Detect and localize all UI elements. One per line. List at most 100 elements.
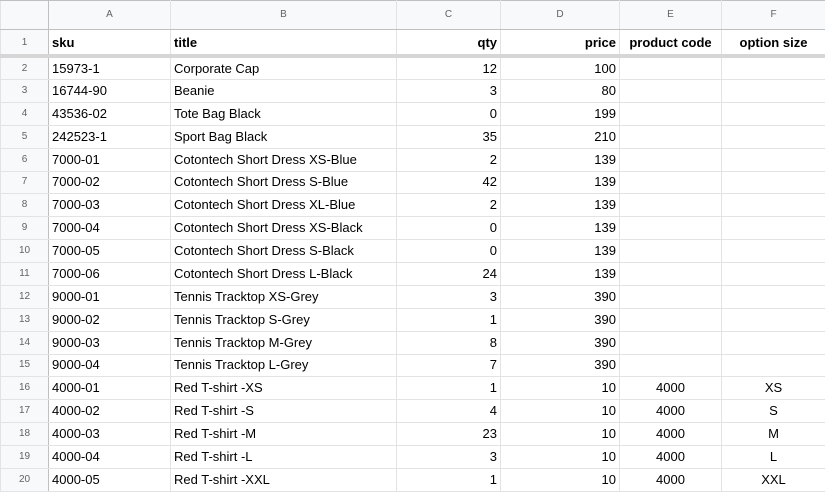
- cell-title[interactable]: Tennis Tracktop L-Grey: [170, 353, 397, 378]
- cell-qty[interactable]: 2: [396, 147, 501, 172]
- row-header[interactable]: 10: [0, 239, 49, 264]
- cell-qty[interactable]: 0: [396, 216, 501, 241]
- cell-option-size[interactable]: [721, 353, 825, 378]
- column-header-e[interactable]: E: [619, 0, 722, 31]
- cell-title[interactable]: Cotontech Short Dress XL-Blue: [170, 193, 397, 218]
- cell-option-size[interactable]: [721, 101, 825, 126]
- cell-sku[interactable]: 16744-90: [48, 79, 171, 103]
- cell-sku[interactable]: 43536-02: [48, 101, 171, 126]
- cell-price[interactable]: 139: [500, 170, 620, 195]
- cell-price[interactable]: 100: [500, 55, 620, 81]
- cell-qty[interactable]: 0: [396, 239, 501, 264]
- cell-header-product-code[interactable]: product code: [619, 29, 722, 59]
- cell-product-code[interactable]: [619, 353, 722, 378]
- cell-price[interactable]: 10: [500, 445, 620, 469]
- cell-product-code[interactable]: 4000: [619, 376, 722, 401]
- cell-title[interactable]: Red T-shirt -XXL: [170, 467, 397, 492]
- cell-qty[interactable]: 1: [396, 467, 501, 492]
- cell-option-size[interactable]: [721, 239, 825, 264]
- cell-title[interactable]: Tennis Tracktop XS-Grey: [170, 284, 397, 309]
- cell-product-code[interactable]: [619, 307, 722, 332]
- cell-qty[interactable]: 7: [396, 353, 501, 378]
- cell-product-code[interactable]: 4000: [619, 445, 722, 469]
- row-header[interactable]: 2: [0, 55, 49, 81]
- row-header[interactable]: 3: [0, 79, 49, 103]
- cell-sku[interactable]: 4000-04: [48, 445, 171, 469]
- cell-sku[interactable]: 4000-02: [48, 399, 171, 424]
- cell-sku[interactable]: 4000-05: [48, 467, 171, 492]
- cell-option-size[interactable]: [721, 147, 825, 172]
- cell-qty[interactable]: 12: [396, 55, 501, 81]
- cell-product-code[interactable]: [619, 124, 722, 149]
- cell-option-size[interactable]: [721, 307, 825, 332]
- cell-qty[interactable]: 4: [396, 399, 501, 424]
- row-header[interactable]: 7: [0, 170, 49, 195]
- row-header[interactable]: 16: [0, 376, 49, 401]
- cell-sku[interactable]: 4000-03: [48, 422, 171, 447]
- cell-qty[interactable]: 3: [396, 79, 501, 103]
- column-header-b[interactable]: B: [170, 0, 397, 31]
- row-header[interactable]: 18: [0, 422, 49, 447]
- row-header[interactable]: 4: [0, 101, 49, 126]
- cell-header-price[interactable]: price: [500, 29, 620, 59]
- cell-header-sku[interactable]: sku: [48, 29, 171, 59]
- cell-title[interactable]: Cotontech Short Dress S-Blue: [170, 170, 397, 195]
- cell-price[interactable]: 139: [500, 193, 620, 218]
- cell-sku[interactable]: 7000-05: [48, 239, 171, 264]
- cell-option-size[interactable]: XS: [721, 376, 825, 401]
- cell-header-qty[interactable]: qty: [396, 29, 501, 59]
- cell-product-code[interactable]: 4000: [619, 467, 722, 492]
- column-header-a[interactable]: A: [48, 0, 171, 31]
- row-header[interactable]: 20: [0, 467, 49, 492]
- cell-price[interactable]: 210: [500, 124, 620, 149]
- cell-sku[interactable]: 9000-02: [48, 307, 171, 332]
- cell-product-code[interactable]: [619, 170, 722, 195]
- cell-qty[interactable]: 3: [396, 445, 501, 469]
- cell-option-size[interactable]: M: [721, 422, 825, 447]
- cell-option-size[interactable]: [721, 216, 825, 241]
- cell-sku[interactable]: 242523-1: [48, 124, 171, 149]
- cell-option-size[interactable]: XXL: [721, 467, 825, 492]
- cell-product-code[interactable]: [619, 147, 722, 172]
- cell-option-size[interactable]: [721, 284, 825, 309]
- cell-price[interactable]: 139: [500, 147, 620, 172]
- row-header[interactable]: 12: [0, 284, 49, 309]
- cell-qty[interactable]: 24: [396, 262, 501, 286]
- cell-option-size[interactable]: [721, 124, 825, 149]
- cell-option-size[interactable]: S: [721, 399, 825, 424]
- cell-option-size[interactable]: [721, 193, 825, 218]
- cell-qty[interactable]: 8: [396, 330, 501, 355]
- cell-title[interactable]: Red T-shirt -S: [170, 399, 397, 424]
- cell-price[interactable]: 199: [500, 101, 620, 126]
- cell-sku[interactable]: 7000-04: [48, 216, 171, 241]
- row-header[interactable]: 15: [0, 353, 49, 378]
- cell-product-code[interactable]: [619, 330, 722, 355]
- cell-qty[interactable]: 1: [396, 307, 501, 332]
- cell-price[interactable]: 10: [500, 399, 620, 424]
- cell-title[interactable]: Cotontech Short Dress XS-Black: [170, 216, 397, 241]
- cell-product-code[interactable]: [619, 284, 722, 309]
- cell-title[interactable]: Red T-shirt -XS: [170, 376, 397, 401]
- cell-price[interactable]: 390: [500, 353, 620, 378]
- cell-qty[interactable]: 35: [396, 124, 501, 149]
- cell-header-option-size[interactable]: option size: [721, 29, 825, 59]
- column-header-f[interactable]: F: [721, 0, 825, 31]
- cell-price[interactable]: 390: [500, 307, 620, 332]
- cell-product-code[interactable]: [619, 216, 722, 241]
- cell-sku[interactable]: 7000-03: [48, 193, 171, 218]
- column-header-d[interactable]: D: [500, 0, 620, 31]
- cell-qty[interactable]: 0: [396, 101, 501, 126]
- cell-title[interactable]: Beanie: [170, 79, 397, 103]
- cell-qty[interactable]: 1: [396, 376, 501, 401]
- row-header[interactable]: 9: [0, 216, 49, 241]
- cell-price[interactable]: 10: [500, 467, 620, 492]
- cell-product-code[interactable]: [619, 262, 722, 286]
- cell-title[interactable]: Red T-shirt -L: [170, 445, 397, 469]
- cell-product-code[interactable]: 4000: [619, 399, 722, 424]
- cell-product-code[interactable]: [619, 101, 722, 126]
- cell-option-size[interactable]: [721, 330, 825, 355]
- cell-title[interactable]: Cotontech Short Dress XS-Blue: [170, 147, 397, 172]
- cell-title[interactable]: Cotontech Short Dress S-Black: [170, 239, 397, 264]
- cell-option-size[interactable]: L: [721, 445, 825, 469]
- cell-sku[interactable]: 9000-03: [48, 330, 171, 355]
